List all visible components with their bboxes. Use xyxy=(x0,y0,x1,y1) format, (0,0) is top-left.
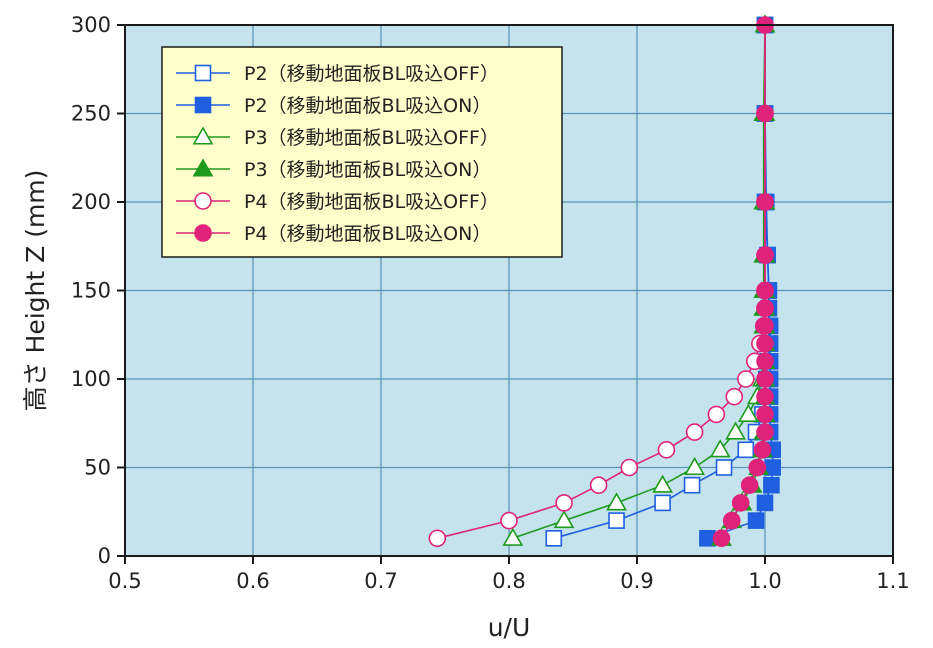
x-tick-label: 1.0 xyxy=(748,569,781,593)
data-point xyxy=(756,246,774,264)
data-point xyxy=(553,509,575,529)
x-tick-label: 1.1 xyxy=(876,569,909,593)
data-point xyxy=(502,527,524,546)
legend-item: P3（移動地面板BL吸込OFF） xyxy=(176,126,499,149)
data-point xyxy=(748,458,767,477)
data-point xyxy=(652,474,673,493)
data-point xyxy=(763,476,780,494)
legend-label: P4（移動地面板BL吸込OFF） xyxy=(244,191,499,213)
x-axis-title: u/U xyxy=(488,613,531,642)
legend-item: P2（移動地面板BL吸込OFF） xyxy=(176,63,499,85)
data-point xyxy=(756,334,774,353)
data-point xyxy=(707,405,726,424)
legend-marker xyxy=(194,64,212,82)
legend-marker xyxy=(194,192,212,210)
data-point xyxy=(715,459,733,476)
legend-label: P2（移動地面板BL吸込ON） xyxy=(244,95,491,117)
y-tick-label: 300 xyxy=(71,13,111,37)
data-point xyxy=(684,456,705,476)
legend-marker xyxy=(194,224,212,242)
y-tick-label: 200 xyxy=(71,190,111,214)
x-tick-label: 0.8 xyxy=(492,569,525,593)
legend-marker xyxy=(194,96,212,114)
data-point xyxy=(608,512,625,529)
data-point xyxy=(620,458,639,477)
y-tick-label: 100 xyxy=(71,367,111,391)
y-axis-title: 高さ Height Z (mm) xyxy=(21,170,50,412)
data-point xyxy=(756,370,774,388)
legend-label: P3（移動地面板BL吸込ON） xyxy=(244,159,491,181)
data-point xyxy=(737,441,755,459)
data-point xyxy=(657,440,676,459)
data-point xyxy=(756,299,774,318)
data-point xyxy=(736,370,755,388)
y-tick-label: 50 xyxy=(84,456,111,480)
data-point xyxy=(756,494,774,512)
data-point xyxy=(589,476,608,495)
data-point xyxy=(500,511,518,530)
legend-label: P2（移動地面板BL吸込OFF） xyxy=(244,63,499,85)
data-point xyxy=(606,492,627,511)
data-point xyxy=(428,529,447,548)
data-point xyxy=(756,281,774,300)
data-point xyxy=(753,440,772,459)
data-point xyxy=(756,352,774,371)
legend-item: P4（移動地面板BL吸込ON） xyxy=(176,223,491,245)
series-layer xyxy=(428,14,781,548)
y-axis-ticks: 0 50 100 150 200 250 300 xyxy=(71,13,125,568)
data-point xyxy=(740,476,759,495)
data-point xyxy=(555,494,573,512)
legend-item: P3（移動地面板BL吸込ON） xyxy=(176,158,491,181)
x-axis-ticks: 0.5 0.6 0.7 0.8 0.9 1.0 1.1 xyxy=(108,556,910,593)
data-point xyxy=(709,439,731,458)
data-point xyxy=(756,387,774,406)
data-point xyxy=(654,494,671,512)
data-point xyxy=(737,403,759,422)
legend-marker xyxy=(192,158,214,177)
data-point xyxy=(756,193,774,211)
y-tick-label: 250 xyxy=(71,102,111,126)
data-point xyxy=(756,317,774,335)
y-tick-label: 0 xyxy=(98,544,111,568)
legend-marker xyxy=(192,126,214,145)
data-point xyxy=(725,421,746,440)
data-point xyxy=(747,512,765,529)
data-point xyxy=(731,494,750,512)
x-tick-label: 0.5 xyxy=(108,569,141,593)
x-tick-label: 0.9 xyxy=(620,569,653,593)
legend-label: P3（移動地面板BL吸込OFF） xyxy=(244,127,499,149)
data-point xyxy=(756,405,774,424)
legend-item: P4（移動地面板BL吸込OFF） xyxy=(176,191,499,213)
data-point xyxy=(685,423,704,441)
y-tick-label: 150 xyxy=(71,279,111,303)
x-tick-label: 0.7 xyxy=(364,569,397,593)
data-point xyxy=(756,104,774,123)
legend-item: P2（移動地面板BL吸込ON） xyxy=(176,95,491,117)
legend-box xyxy=(161,46,563,258)
data-point xyxy=(545,529,563,547)
legend: P2（移動地面板BL吸込OFF） P2（移動地面板BL吸込ON） P3（移動地面板B… xyxy=(161,46,563,258)
legend-label: P4（移動地面板BL吸込ON） xyxy=(244,223,491,245)
data-point xyxy=(756,423,774,441)
data-point xyxy=(712,529,731,548)
data-point xyxy=(683,476,701,494)
series-6 xyxy=(712,16,774,548)
x-tick-label: 0.6 xyxy=(236,569,269,593)
data-point xyxy=(725,387,744,406)
data-point xyxy=(722,511,741,530)
